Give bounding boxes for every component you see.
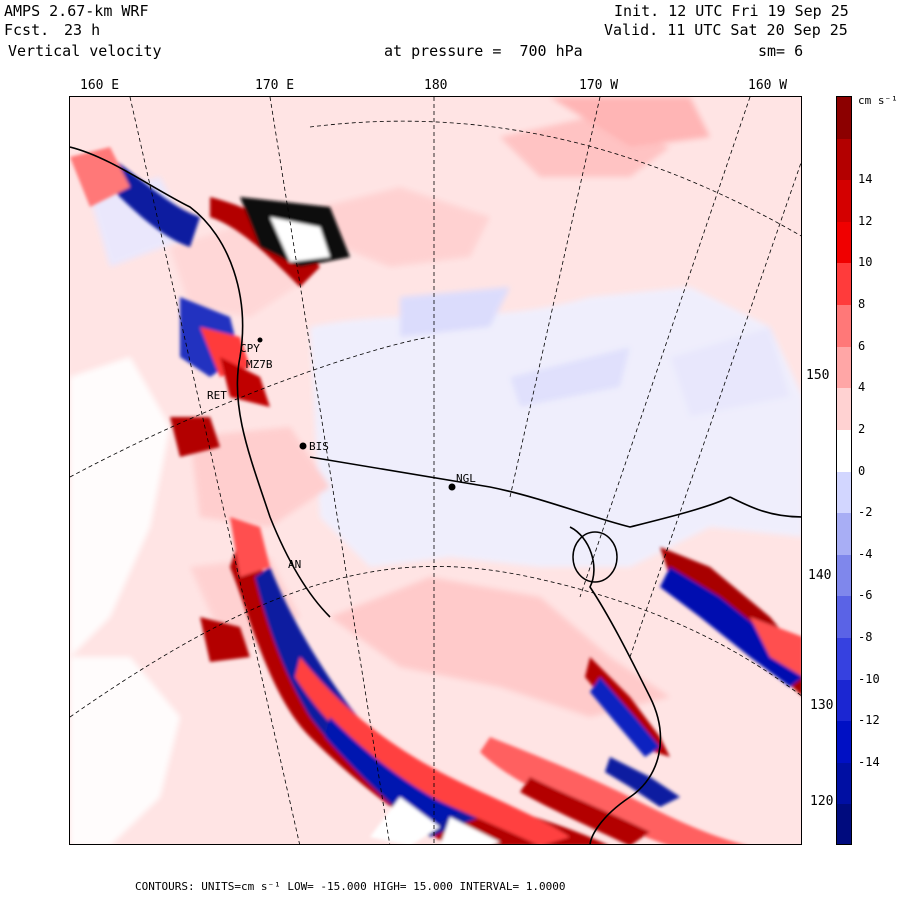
colorbar-segment: [837, 637, 851, 681]
lat-label-150w: 150 W: [806, 368, 846, 383]
colorbar-segment: [837, 679, 851, 722]
colorbar-tick-label: 0: [858, 463, 866, 478]
station-an: AN: [288, 558, 302, 571]
colorbar-segment: [837, 471, 851, 514]
colorbar-segment: [837, 263, 851, 306]
forecast-hours: 23 h: [64, 21, 101, 39]
lon-label-170w: 170 W: [579, 78, 619, 93]
smoothing-label: sm= 6: [758, 42, 804, 60]
colorbar-segment: [837, 429, 851, 472]
lon-label-160e: 160 E: [80, 78, 120, 93]
station-bis: BIS: [309, 440, 329, 453]
init-time: Init. 12 UTC Fri 19 Sep 25: [614, 2, 849, 20]
colorbar-tick-label: -14: [858, 754, 880, 769]
colorbar-segment: [837, 596, 851, 639]
colorbar-tick-label: 14: [858, 172, 873, 187]
model-title: AMPS 2.67-km WRF: [4, 2, 149, 20]
colorbar-segment: [837, 97, 851, 140]
colorbar-tick-label: -6: [858, 588, 873, 603]
colorbar-units: cm s⁻¹: [858, 94, 898, 107]
colorbar-tick-label: 6: [858, 338, 866, 353]
colorbar-segment: [837, 721, 851, 764]
colorbar-segment: [837, 346, 851, 389]
colorbar-tick-label: -12: [858, 713, 880, 728]
station-mz7b: MZ7B: [246, 358, 273, 371]
valid-time: Valid. 11 UTC Sat 20 Sep 25: [604, 21, 848, 39]
colorbar-tick-label: 12: [858, 213, 873, 228]
pressure-level: at pressure = 700 hPa: [384, 42, 583, 60]
lon-label-170e: 170 E: [255, 78, 295, 93]
colorbar-tick-label: -2: [858, 505, 873, 520]
colorbar-tick-label: -8: [858, 629, 873, 644]
colorbar-tick-label: 10: [858, 255, 873, 270]
station-cpy: CPY: [240, 342, 260, 355]
contour-info-text: CONTOURS: UNITS=cm s⁻¹ LOW= -15.000 HIGH…: [135, 880, 566, 893]
colorbar-segment: [837, 762, 851, 805]
lon-label-180: 180: [424, 78, 448, 93]
map-panel: [69, 96, 802, 845]
colorbar-tick-label: 4: [858, 380, 866, 395]
colorbar-segment: [837, 221, 851, 264]
colorbar-tick-label: 8: [858, 297, 866, 312]
colorbar-tick-label: 2: [858, 421, 866, 436]
forecast-label: Fcst.: [4, 21, 50, 39]
colorbar-segment: [837, 305, 851, 348]
colorbar-segment: [837, 554, 851, 597]
station-ngl: NGL: [456, 472, 476, 485]
colorbar-tick-label: -10: [858, 671, 880, 686]
colorbar-segment: [837, 513, 851, 556]
colorbar-segment: [837, 804, 851, 844]
colorbar-tick-label: -4: [858, 546, 873, 561]
station-ret: RET: [207, 389, 227, 402]
colorbar: [836, 96, 852, 845]
colorbar-segment: [837, 138, 851, 181]
vertical-velocity-field: [70, 97, 801, 844]
lon-label-160w: 160 W: [748, 78, 788, 93]
colorbar-segment: [837, 180, 851, 223]
field-name: Vertical velocity: [8, 42, 162, 60]
colorbar-segment: [837, 388, 851, 431]
